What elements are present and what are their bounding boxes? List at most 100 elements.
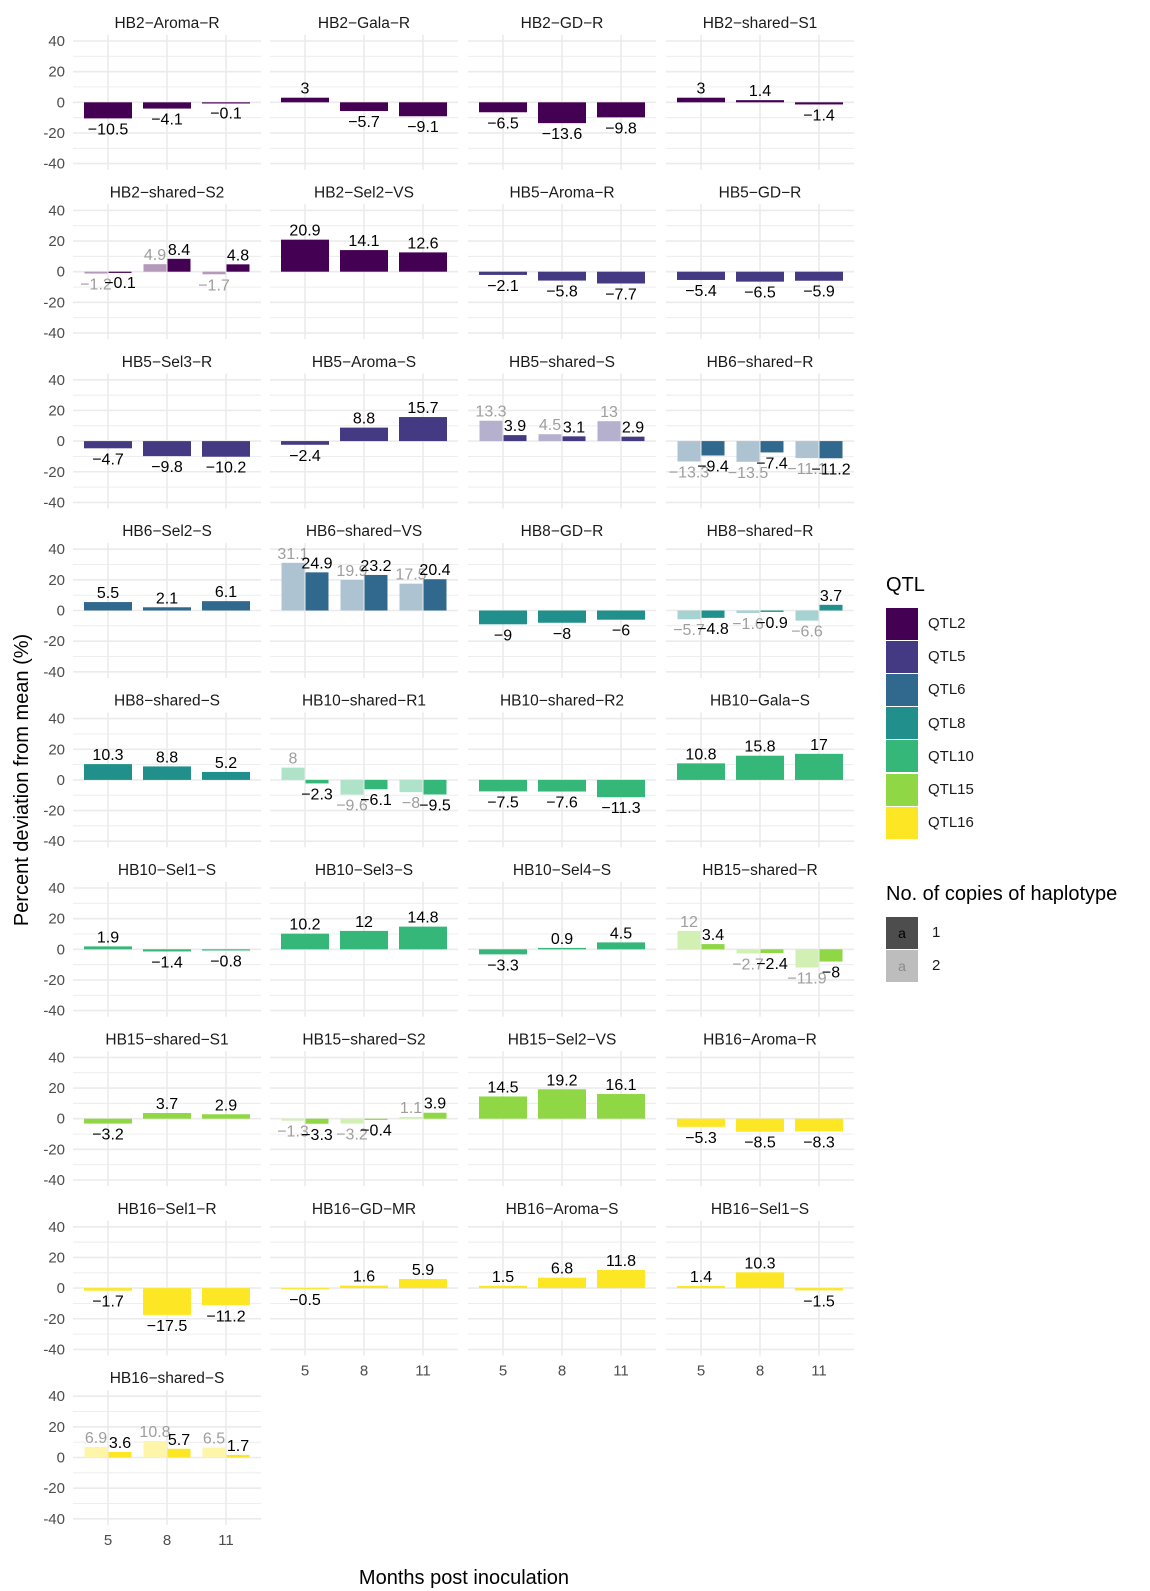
bar-value-label: −6.5 [744, 285, 776, 302]
legend-label: QTL10 [928, 747, 974, 765]
bar-value-label: −17.5 [147, 1318, 188, 1335]
y-tick-label: 0 [57, 94, 65, 111]
bar-value-label: 8 [289, 751, 298, 768]
bar [597, 610, 645, 620]
bar-value-label: 11.8 [606, 1253, 636, 1270]
bar-value-label: −2.3 [301, 786, 333, 803]
bar [143, 1440, 167, 1458]
bar-value-label: −11.2 [811, 461, 850, 478]
bar [202, 1288, 250, 1306]
y-tick-label: -40 [43, 664, 65, 681]
bar-value-label: −9.4 [697, 459, 729, 476]
bar-value-label: −2.7 [732, 956, 764, 973]
y-tick-label: -20 [43, 803, 65, 820]
copies-swatch-2: a [886, 949, 918, 982]
panel-title: HB5−GD−R [719, 184, 802, 201]
bar-value-label: −5.3 [685, 1130, 717, 1147]
panel-title: HB5−shared−S [509, 354, 615, 371]
bar [736, 441, 760, 462]
y-tick-label: 0 [57, 1450, 65, 1467]
bar [202, 1447, 226, 1458]
x-tick-label: 8 [756, 1362, 764, 1379]
facet-panel: HB16−Sel1−R -40 -20 0 20 40 −1.7 −17.5 −11.2 [43, 1201, 261, 1358]
bar-value-label: 5.5 [97, 585, 119, 602]
bar [736, 1118, 784, 1132]
bar [760, 441, 784, 453]
legend-item-qtl15: QTL15 [886, 773, 1148, 806]
legend-swatch [886, 673, 918, 706]
bar [399, 1117, 423, 1119]
legend-label: QTL8 [928, 714, 966, 732]
panel-title: HB15−shared−R [702, 862, 817, 879]
y-tick-label: -20 [43, 294, 65, 311]
bar-value-label: −6.1 [360, 792, 392, 809]
bar [538, 947, 586, 950]
bar [701, 944, 725, 950]
bar-value-label: 17 [810, 737, 828, 754]
y-tick-label: 0 [57, 1111, 65, 1128]
bar [538, 1089, 586, 1119]
bar [479, 949, 527, 955]
y-axis-label: Percent deviation from mean (%) [11, 634, 33, 926]
bar [399, 417, 447, 442]
bar [597, 271, 645, 284]
panel-title: HB6−shared−VS [306, 523, 422, 540]
bar-value-label: 1.7 [227, 1438, 249, 1455]
panel-title: HB2−GD−R [521, 15, 604, 32]
bar-value-label: 10.3 [744, 1255, 775, 1272]
bar-value-label: −2.4 [289, 448, 321, 465]
copies-legend-item-2: a 2 [886, 949, 1148, 982]
bar-value-label: −8.3 [803, 1134, 835, 1151]
facet-panel: HB15−Sel2−VS 14.5 19.2 16.1 [468, 1031, 656, 1187]
bar-value-label: −9.1 [407, 119, 439, 136]
legend-swatch [886, 773, 918, 806]
facet-panel: HB16−GD−MR 5 8 11 −0.5 1.6 5.9 [270, 1201, 458, 1379]
bar-value-label: −5.7 [348, 114, 380, 131]
bar-value-label: −1.7 [92, 1294, 124, 1311]
legend-swatch [886, 707, 918, 740]
bar [819, 604, 843, 611]
panel-title: HB10−Sel3−S [315, 862, 413, 879]
bar [538, 1277, 586, 1289]
bar [84, 271, 108, 274]
facet-panel: HB10−shared−R1 8 −2.3−9.6−6.1 −8 −9.5 [270, 693, 458, 848]
bar [340, 779, 364, 795]
bar [677, 930, 701, 950]
bar-value-label: −11.2 [206, 1308, 245, 1325]
bar [795, 610, 819, 621]
panel-title: HB2−shared−S2 [110, 184, 225, 201]
bar-value-label: −1.4 [803, 107, 835, 124]
bar [479, 610, 527, 625]
bar [701, 441, 725, 456]
panel-title: HB16−Sel1−R [117, 1201, 216, 1218]
bar-value-label: 1.4 [749, 83, 771, 100]
bar [677, 441, 701, 462]
bar [167, 1448, 191, 1458]
legend-label: QTL15 [928, 781, 974, 799]
bar-value-label: 1.9 [97, 929, 119, 946]
bar [795, 441, 819, 459]
bar-value-label: 3.4 [702, 927, 724, 944]
x-tick-label: 11 [415, 1362, 431, 1379]
x-tick-label: 11 [613, 1362, 629, 1379]
bar [677, 1285, 725, 1289]
facet-panel: HB15−shared−S1 -40 -20 0 20 40 −3.2 3.7 2.9 [43, 1031, 261, 1189]
bar [479, 1096, 527, 1119]
facet-panel: HB2−Sel2−VS 20.9 14.1 12.6 [270, 184, 458, 340]
bar-value-label: 4.5 [610, 925, 632, 942]
bar-value-label: −3.2 [336, 1127, 368, 1144]
y-tick-label: 20 [48, 233, 65, 250]
bar [143, 102, 191, 109]
bar-value-label: 5.7 [168, 1432, 190, 1449]
y-tick-label: -40 [43, 1511, 65, 1528]
bar [364, 574, 388, 611]
bar-value-label: −13.5 [728, 465, 769, 482]
bar-value-label: −5.8 [546, 284, 578, 301]
legend-item-qtl16: QTL16 [886, 806, 1148, 839]
panel-title: HB15−shared−S2 [302, 1031, 425, 1048]
legend-item-qtl10: QTL10 [886, 740, 1148, 773]
copies-swatch-1: a [886, 916, 918, 949]
y-tick-label: 20 [48, 572, 65, 589]
panel-title: HB5−Sel3−R [122, 354, 212, 371]
bar-value-label: −7.5 [487, 794, 519, 811]
